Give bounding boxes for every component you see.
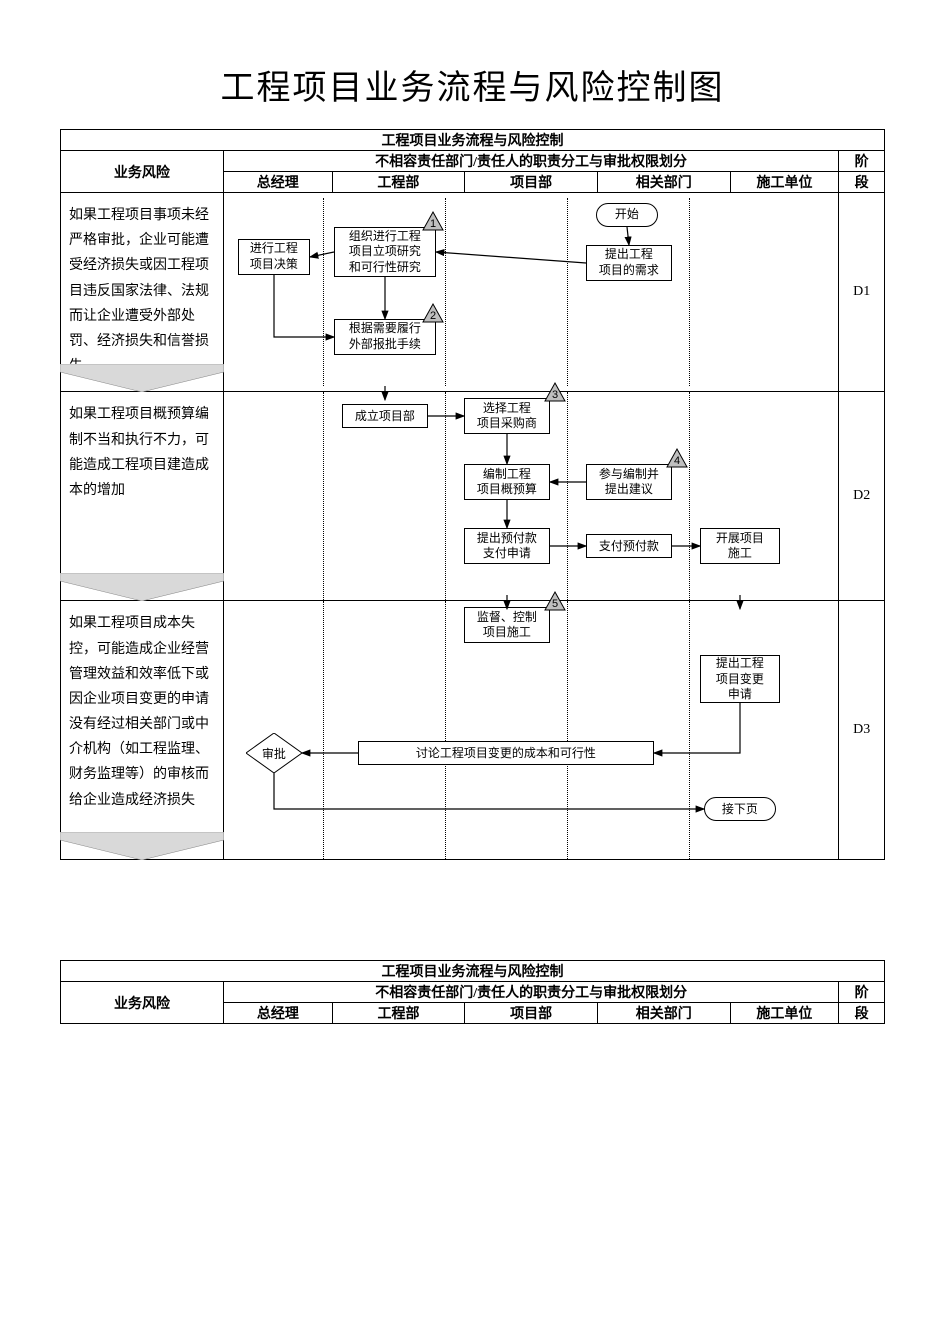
flow-process: 讨论工程项目变更的成本和可行性	[358, 741, 654, 765]
flow-canvas: 开始提出工程项目的需求 组织进行工程项目立项研究和可行性研究进行工程项目决策根据需…	[224, 193, 839, 391]
svg-text:5: 5	[552, 598, 558, 610]
svg-text:2: 2	[430, 310, 436, 322]
control-point-marker: 2	[422, 303, 444, 323]
risk-text: 如果工程项目概预算编制不当和执行不力，可能造成工程项目建造成本的增加	[61, 392, 223, 600]
hdr-cons: 施工单位	[730, 172, 839, 193]
svg-text:3: 3	[552, 389, 558, 401]
cont-title: 工程项目业务流程与风险控制	[61, 961, 885, 982]
table-title: 工程项目业务流程与风险控制	[61, 130, 885, 151]
flow-terminator: 开始	[596, 203, 658, 227]
flow-connector	[224, 193, 790, 381]
flow-process: 提出预付款支付申请	[464, 528, 550, 564]
cont-hdr-proj: 项目部	[465, 1003, 598, 1024]
flow-canvas: 监督、控制项目施工提出工程项目变更申请讨论工程项目变更的成本和可行性 审批接下页 5	[224, 601, 839, 859]
flow-connector	[224, 193, 790, 381]
flow-process: 进行工程项目决策	[238, 239, 310, 275]
flow-process: 提出工程项目变更申请	[700, 655, 780, 703]
cont-hdr-div: 不相容责任部门/责任人的职责分工与审批权限划分	[224, 982, 839, 1003]
control-point-marker: 3	[544, 382, 566, 402]
table-row: 如果工程项目成本失控，可能造成企业经营管理效益和效率低下或因企业项目变更的申请没…	[61, 601, 885, 860]
flow-process: 开展项目施工	[700, 528, 780, 564]
flow-decision: 审批	[246, 733, 302, 773]
hdr-gm: 总经理	[223, 172, 332, 193]
control-point-marker: 5	[544, 591, 566, 611]
hdr-rel: 相关部门	[597, 172, 730, 193]
flow-process: 选择工程项目采购商	[464, 398, 550, 434]
risk-arrow-tail	[60, 573, 224, 601]
flow-canvas: 成立项目部 选择工程项目采购商编制工程项目概预算参与编制并提出建议提出预付款支付申…	[224, 392, 839, 600]
risk-arrow-tail	[60, 364, 224, 392]
cont-hdr-stage-bot: 段	[839, 1003, 885, 1024]
stage-label: D3	[839, 601, 885, 860]
control-point-marker: 4	[666, 448, 688, 468]
flow-connector	[224, 193, 790, 381]
table-row: 如果工程项目概预算编制不当和执行不力，可能造成工程项目建造成本的增加 成立项目部 选…	[61, 392, 885, 601]
flow-process: 监督、控制项目施工	[464, 607, 550, 643]
table-row: 如果工程项目事项未经严格审批，企业可能遭受经济损失或因工程项目违反国家法律、法规…	[61, 193, 885, 392]
control-point-marker: 1	[422, 211, 444, 231]
hdr-risk: 业务风险	[61, 151, 224, 193]
cont-hdr-gm: 总经理	[224, 1003, 333, 1024]
main-table: 工程项目业务流程与风险控制 业务风险 不相容责任部门/责任人的职责分工与审批权限…	[60, 129, 885, 860]
cont-table: 工程项目业务流程与风险控制 业务风险 不相容责任部门/责任人的职责分工与审批权限…	[60, 960, 885, 1024]
flow-connector	[224, 193, 790, 381]
flow-process: 编制工程项目概预算	[464, 464, 550, 500]
cont-hdr-cons: 施工单位	[730, 1003, 839, 1024]
hdr-proj: 项目部	[465, 172, 598, 193]
hdr-stage-top: 阶	[839, 151, 885, 172]
page-title: 工程项目业务流程与风险控制图	[60, 60, 885, 109]
flow-process: 支付预付款	[586, 534, 672, 558]
svg-text:4: 4	[674, 455, 680, 467]
flow-process: 成立项目部	[342, 404, 428, 428]
hdr-stage-bot: 段	[839, 172, 885, 193]
flow-process: 组织进行工程项目立项研究和可行性研究	[334, 227, 436, 277]
flow-process: 提出工程项目的需求	[586, 245, 672, 281]
cont-hdr-eng: 工程部	[332, 1003, 465, 1024]
stage-label: D1	[839, 193, 885, 392]
risk-text: 如果工程项目事项未经严格审批，企业可能遭受经济损失或因工程项目违反国家法律、法规…	[61, 193, 223, 391]
cont-hdr-rel: 相关部门	[597, 1003, 730, 1024]
flow-connector	[224, 193, 790, 381]
stage-label: D2	[839, 392, 885, 601]
flow-process: 参与编制并提出建议	[586, 464, 672, 500]
cont-hdr-stage-top: 阶	[839, 982, 885, 1003]
cont-hdr-risk: 业务风险	[61, 982, 224, 1024]
flow-terminator: 接下页	[704, 797, 776, 821]
hdr-eng: 工程部	[332, 172, 465, 193]
risk-text: 如果工程项目成本失控，可能造成企业经营管理效益和效率低下或因企业项目变更的申请没…	[61, 601, 223, 859]
svg-text:1: 1	[430, 218, 436, 230]
risk-arrow-tail	[60, 832, 224, 860]
flow-process: 根据需要履行外部报批手续	[334, 319, 436, 355]
hdr-div: 不相容责任部门/责任人的职责分工与审批权限划分	[223, 151, 839, 172]
